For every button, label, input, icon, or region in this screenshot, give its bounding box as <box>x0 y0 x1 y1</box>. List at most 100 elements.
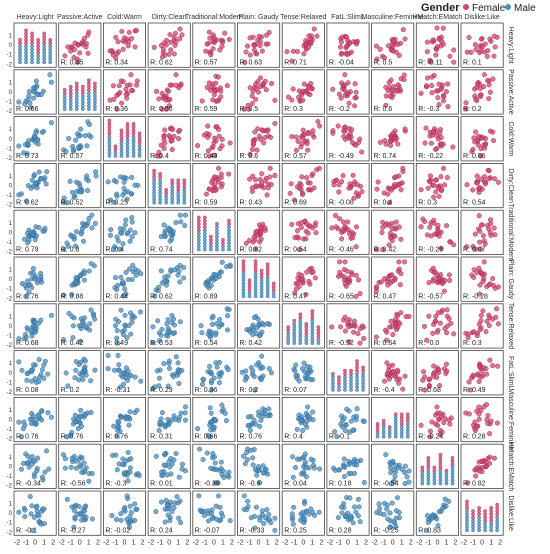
histogram-point <box>483 515 487 520</box>
data-point <box>227 262 233 268</box>
x-tick-label: 1 <box>132 539 136 546</box>
correlation-label: R: 0.59 <box>195 200 218 207</box>
data-point <box>118 307 124 313</box>
panel-5-9: R: -0.57 <box>415 256 459 302</box>
data-point <box>247 52 253 58</box>
histogram-point <box>209 238 213 242</box>
data-point <box>243 368 249 374</box>
data-point <box>485 48 491 54</box>
data-point <box>63 370 69 376</box>
data-point <box>292 368 298 374</box>
data-point <box>219 136 225 142</box>
data-point <box>111 367 117 373</box>
data-point <box>272 527 278 533</box>
histogram-point <box>361 378 365 383</box>
data-point <box>30 266 36 272</box>
histogram-point <box>355 381 359 386</box>
histogram-point <box>432 468 437 473</box>
panel-4-6: R: 0.54 <box>281 209 325 255</box>
data-point <box>41 521 47 527</box>
histogram-point <box>24 28 28 33</box>
histogram-point <box>18 54 22 58</box>
data-point <box>212 187 218 193</box>
data-point <box>224 327 230 333</box>
histogram-point <box>131 125 136 129</box>
correlation-label: R: 0.83 <box>418 527 441 534</box>
data-point <box>345 38 351 44</box>
data-point <box>29 333 35 339</box>
data-point <box>299 135 305 141</box>
data-point <box>251 43 257 49</box>
panel-6-10: R: 0.3 <box>460 303 504 349</box>
data-point <box>402 126 408 132</box>
histogram-point <box>399 434 404 439</box>
data-point <box>481 72 487 78</box>
data-point <box>110 247 116 253</box>
data-point <box>253 183 259 189</box>
histogram-point <box>247 281 252 286</box>
data-point <box>386 200 392 206</box>
data-point <box>224 83 230 89</box>
data-point <box>120 456 126 462</box>
data-point <box>258 136 264 142</box>
histogram-point <box>405 425 410 429</box>
data-point <box>257 333 263 339</box>
data-point <box>173 72 179 78</box>
data-point <box>474 333 480 339</box>
data-point <box>377 139 383 145</box>
data-point <box>222 410 228 416</box>
histogram-point <box>286 331 291 336</box>
histogram-point <box>62 100 67 105</box>
histogram-point <box>131 122 136 126</box>
histogram-point <box>24 47 28 52</box>
data-point <box>115 238 121 244</box>
correlation-label: R: -0.28 <box>463 293 488 300</box>
data-point <box>207 363 213 369</box>
histogram-point <box>471 512 475 517</box>
panel-6-2: R: 0.49 <box>103 303 147 349</box>
data-point <box>167 238 173 244</box>
histogram-point <box>48 60 53 65</box>
panel-3-7: R: -0.08 <box>326 162 370 209</box>
panel-7-5: R: 0.2 <box>237 350 281 396</box>
data-point <box>123 217 129 223</box>
histogram-point <box>355 365 359 370</box>
data-point <box>84 173 90 179</box>
data-point <box>152 293 158 299</box>
data-point <box>266 406 272 412</box>
histogram-point <box>18 47 22 52</box>
data-point <box>127 266 133 272</box>
data-point <box>176 380 182 386</box>
data-point <box>373 43 379 49</box>
histogram-point <box>137 141 142 145</box>
data-point <box>338 324 344 330</box>
histogram-point <box>170 200 175 205</box>
data-point <box>255 126 261 132</box>
data-point <box>39 417 45 423</box>
data-point <box>373 247 379 253</box>
data-point <box>308 39 314 45</box>
data-point <box>264 192 270 198</box>
data-point <box>312 223 318 229</box>
y-tick-label: 0 <box>9 43 13 49</box>
panel-10-10 <box>460 490 504 536</box>
x-tick-label: -1 <box>381 539 387 546</box>
data-point <box>333 224 339 230</box>
data-point <box>477 228 483 234</box>
data-point <box>177 279 183 285</box>
data-point <box>396 380 402 386</box>
histogram-point <box>349 381 353 386</box>
histogram-point <box>74 81 79 86</box>
data-point <box>252 525 258 531</box>
data-point <box>427 179 433 185</box>
data-point <box>390 368 396 374</box>
column-header: Dislike:Like <box>464 14 500 21</box>
data-point <box>379 230 385 236</box>
data-point <box>169 461 175 467</box>
data-point <box>133 272 139 278</box>
data-point <box>336 182 342 188</box>
data-point <box>34 468 40 474</box>
data-point <box>307 223 313 229</box>
data-point <box>387 230 393 236</box>
